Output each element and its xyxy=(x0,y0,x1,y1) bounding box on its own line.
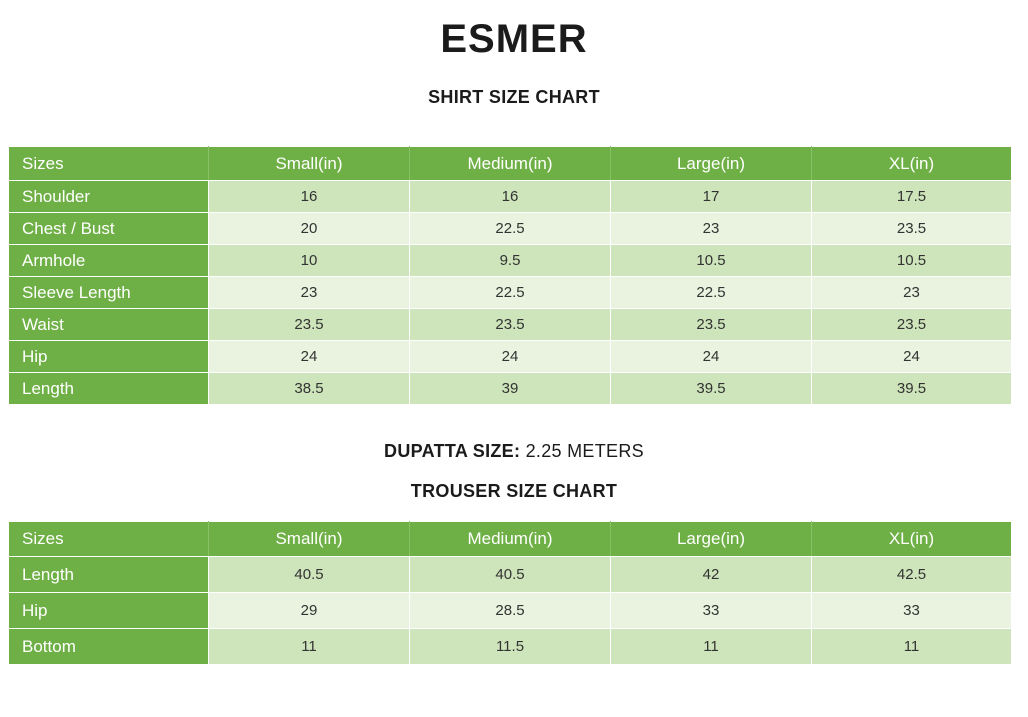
brand-title: ESMER xyxy=(440,17,588,61)
row-header-length: Length xyxy=(8,556,209,593)
size-value-cell: 16 xyxy=(409,180,611,213)
size-value-cell: 10.5 xyxy=(811,244,1012,277)
size-value-cell: 22.5 xyxy=(409,276,611,309)
column-header-sizes: Sizes xyxy=(8,146,209,181)
size-value-cell: 23.5 xyxy=(409,308,611,341)
row-header-bottom: Bottom xyxy=(8,628,209,665)
size-value-cell: 39.5 xyxy=(610,372,812,405)
size-value-cell: 16 xyxy=(208,180,410,213)
size-value-cell: 24 xyxy=(208,340,410,373)
size-value-cell: 28.5 xyxy=(409,592,611,629)
trouser-header-row: Sizes Small(in) Medium(in) Large(in) XL(… xyxy=(8,521,1012,557)
column-header-large: Large(in) xyxy=(610,146,812,181)
row-header-hip: Hip xyxy=(8,340,209,373)
trouser-size-chart-title: TROUSER SIZE CHART xyxy=(410,481,618,501)
size-value-cell: 22.5 xyxy=(610,276,812,309)
row-header-sleeve-length: Sleeve Length xyxy=(8,276,209,309)
column-header-small: Small(in) xyxy=(208,146,410,181)
size-value-cell: 23.5 xyxy=(610,308,812,341)
size-value-cell: 11 xyxy=(811,628,1012,665)
size-value-cell: 17 xyxy=(610,180,812,213)
column-header-sizes: Sizes xyxy=(8,521,209,557)
size-value-cell: 39.5 xyxy=(811,372,1012,405)
dupatta-size-line: DUPATTA SIZE: 2.25 METERS xyxy=(0,441,1028,461)
size-value-cell: 24 xyxy=(811,340,1012,373)
size-value-cell: 33 xyxy=(610,592,812,629)
size-value-cell: 20 xyxy=(208,212,410,245)
table-row-length: Length 40.5 40.5 42 42.5 xyxy=(8,556,1012,593)
row-header-waist: Waist xyxy=(8,308,209,341)
row-header-armhole: Armhole xyxy=(8,244,209,277)
size-value-cell: 9.5 xyxy=(409,244,611,277)
size-value-cell: 23 xyxy=(208,276,410,309)
shirt-size-table: Sizes Small(in) Medium(in) Large(in) XL(… xyxy=(8,146,1012,405)
size-value-cell: 24 xyxy=(409,340,611,373)
size-value-cell: 24 xyxy=(610,340,812,373)
size-value-cell: 42.5 xyxy=(811,556,1012,593)
size-value-cell: 22.5 xyxy=(409,212,611,245)
row-header-chest-bust: Chest / Bust xyxy=(8,212,209,245)
table-row-shoulder: Shoulder 16 16 17 17.5 xyxy=(8,180,1012,213)
table-row-chest-bust: Chest / Bust 20 22.5 23 23.5 xyxy=(8,212,1012,245)
column-header-xl: XL(in) xyxy=(811,521,1012,557)
table-row-sleeve-length: Sleeve Length 23 22.5 22.5 23 xyxy=(8,276,1012,309)
column-header-medium: Medium(in) xyxy=(409,521,611,557)
size-chart-page: ESMER SHIRT SIZE CHART Sizes Small(in) M… xyxy=(0,16,1028,717)
size-value-cell: 23.5 xyxy=(811,212,1012,245)
table-row-hip: Hip 24 24 24 24 xyxy=(8,340,1012,373)
table-row-waist: Waist 23.5 23.5 23.5 23.5 xyxy=(8,308,1012,341)
size-value-cell: 33 xyxy=(811,592,1012,629)
size-value-cell: 17.5 xyxy=(811,180,1012,213)
table-row-hip: Hip 29 28.5 33 33 xyxy=(8,592,1012,629)
column-header-xl: XL(in) xyxy=(811,146,1012,181)
size-value-cell: 11.5 xyxy=(409,628,611,665)
column-header-small: Small(in) xyxy=(208,521,410,557)
size-value-cell: 23.5 xyxy=(811,308,1012,341)
size-value-cell: 38.5 xyxy=(208,372,410,405)
dupatta-size-label: DUPATTA SIZE: xyxy=(384,441,521,461)
size-value-cell: 23 xyxy=(811,276,1012,309)
table-row-length: Length 38.5 39 39.5 39.5 xyxy=(8,372,1012,405)
shirt-header-row: Sizes Small(in) Medium(in) Large(in) XL(… xyxy=(8,146,1012,181)
size-value-cell: 11 xyxy=(208,628,410,665)
trouser-size-table: Sizes Small(in) Medium(in) Large(in) XL(… xyxy=(8,521,1012,665)
row-header-length: Length xyxy=(8,372,209,405)
column-header-large: Large(in) xyxy=(610,521,812,557)
size-value-cell: 23 xyxy=(610,212,812,245)
column-header-medium: Medium(in) xyxy=(409,146,611,181)
size-value-cell: 40.5 xyxy=(208,556,410,593)
size-value-cell: 10 xyxy=(208,244,410,277)
size-value-cell: 42 xyxy=(610,556,812,593)
row-header-hip: Hip xyxy=(8,592,209,629)
size-value-cell: 23.5 xyxy=(208,308,410,341)
dupatta-size-value: 2.25 METERS xyxy=(525,441,644,461)
size-value-cell: 40.5 xyxy=(409,556,611,593)
size-value-cell: 29 xyxy=(208,592,410,629)
size-value-cell: 10.5 xyxy=(610,244,812,277)
size-value-cell: 11 xyxy=(610,628,812,665)
size-value-cell: 39 xyxy=(409,372,611,405)
shirt-size-chart-title: SHIRT SIZE CHART xyxy=(428,87,600,107)
table-row-armhole: Armhole 10 9.5 10.5 10.5 xyxy=(8,244,1012,277)
table-row-bottom: Bottom 11 11.5 11 11 xyxy=(8,628,1012,665)
row-header-shoulder: Shoulder xyxy=(8,180,209,213)
